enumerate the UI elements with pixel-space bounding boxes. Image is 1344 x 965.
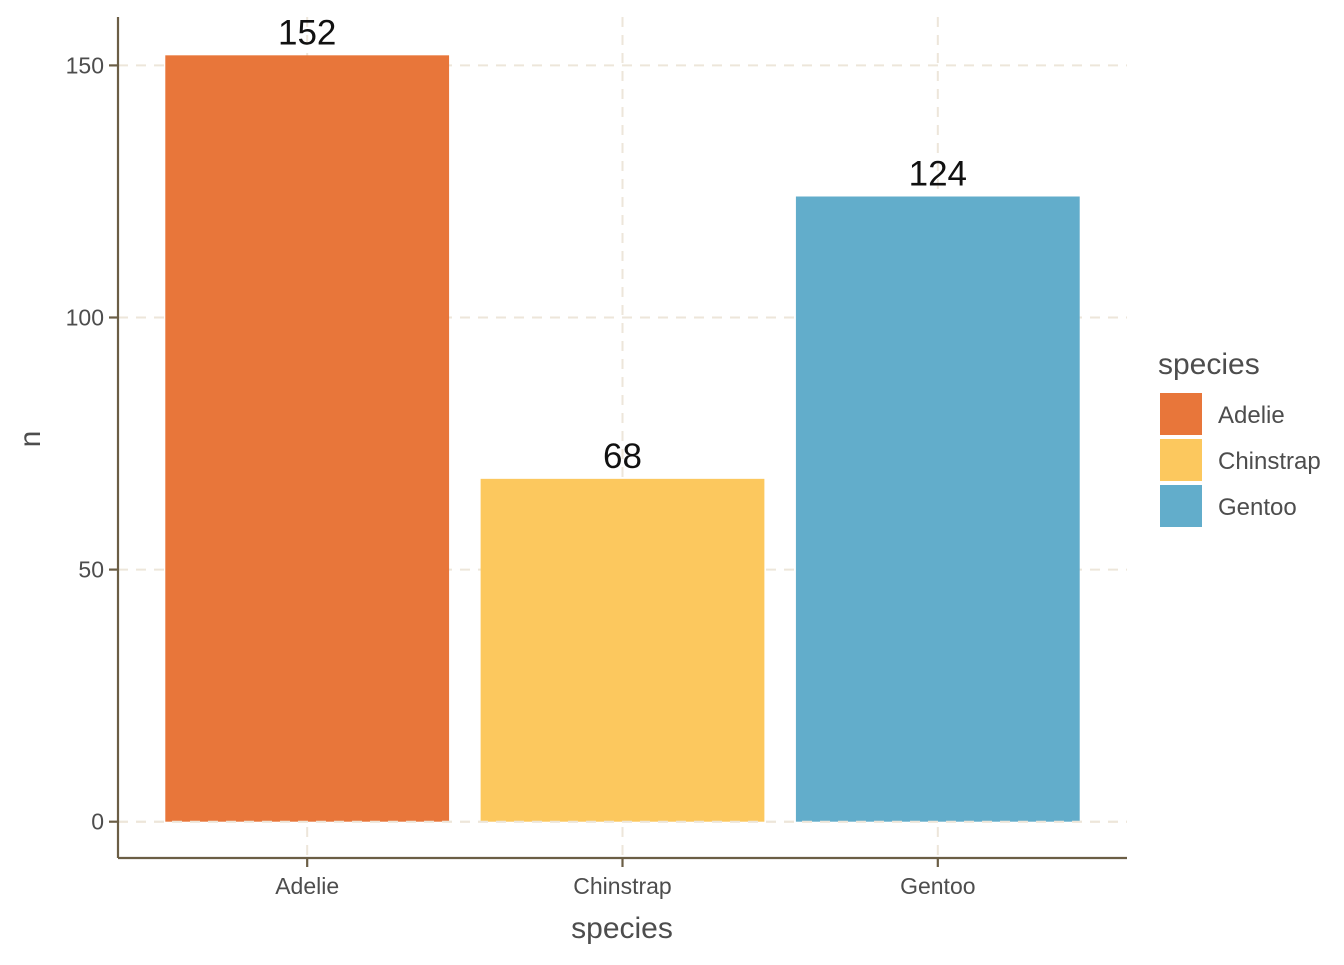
y-tick-label: 100 <box>66 305 104 331</box>
legend-title: species <box>1158 348 1260 381</box>
data-label-chinstrap: 68 <box>603 437 642 476</box>
legend-label-gentoo: Gentoo <box>1218 494 1297 521</box>
x-axis-title: species <box>571 912 673 945</box>
legend-key-adelie <box>1160 393 1202 435</box>
legend-key-gentoo <box>1160 485 1202 527</box>
data-labels: 152 68 124 <box>278 13 967 476</box>
legend: species Adelie Chinstrap Gentoo <box>1158 348 1321 527</box>
tick-labels: 0 50 100 150 Adelie Chinstrap Gentoo <box>66 52 976 899</box>
y-tick-label: 150 <box>66 52 104 78</box>
bar-chinstrap <box>480 478 765 822</box>
bar-gentoo <box>795 196 1080 822</box>
legend-label-adelie: Adelie <box>1218 402 1285 429</box>
axes <box>109 17 1127 867</box>
legend-items: Adelie Chinstrap Gentoo <box>1160 393 1321 527</box>
legend-key-chinstrap <box>1160 439 1202 481</box>
bars <box>118 55 1127 823</box>
y-axis-title: n <box>14 431 47 448</box>
bar-adelie <box>165 55 450 822</box>
x-tick-label: Adelie <box>275 873 339 899</box>
legend-label-chinstrap: Chinstrap <box>1218 448 1321 475</box>
y-tick-label: 50 <box>78 557 104 583</box>
data-label-gentoo: 124 <box>909 154 967 193</box>
x-tick-label: Chinstrap <box>573 873 671 899</box>
data-label-adelie: 152 <box>278 13 336 52</box>
x-tick-label: Gentoo <box>900 873 975 899</box>
y-tick-label: 0 <box>91 809 104 835</box>
